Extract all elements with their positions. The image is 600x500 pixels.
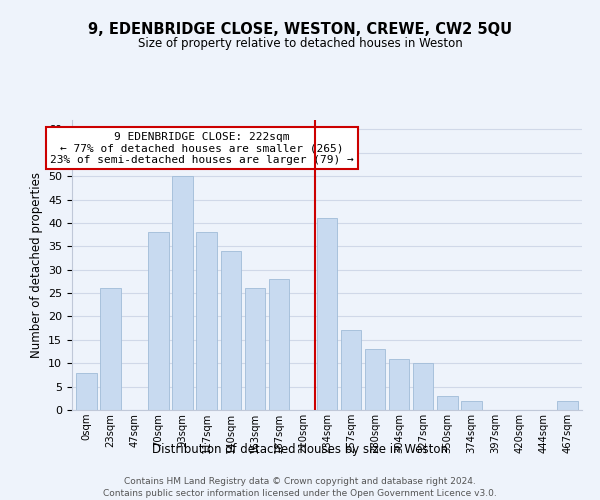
Bar xyxy=(100,288,121,410)
Bar xyxy=(148,232,169,410)
Bar xyxy=(389,358,409,410)
Bar xyxy=(317,218,337,410)
Bar xyxy=(76,372,97,410)
Text: Size of property relative to detached houses in Weston: Size of property relative to detached ho… xyxy=(137,38,463,51)
Text: Contains HM Land Registry data © Crown copyright and database right 2024.: Contains HM Land Registry data © Crown c… xyxy=(124,478,476,486)
Bar xyxy=(172,176,193,410)
Bar xyxy=(461,400,482,410)
Bar xyxy=(557,400,578,410)
Bar xyxy=(413,363,433,410)
Text: Contains public sector information licensed under the Open Government Licence v3: Contains public sector information licen… xyxy=(103,489,497,498)
Text: Distribution of detached houses by size in Weston: Distribution of detached houses by size … xyxy=(152,442,448,456)
Bar xyxy=(196,232,217,410)
Bar xyxy=(437,396,458,410)
Y-axis label: Number of detached properties: Number of detached properties xyxy=(29,172,43,358)
Text: 9 EDENBRIDGE CLOSE: 222sqm
← 77% of detached houses are smaller (265)
23% of sem: 9 EDENBRIDGE CLOSE: 222sqm ← 77% of deta… xyxy=(50,132,354,165)
Text: 9, EDENBRIDGE CLOSE, WESTON, CREWE, CW2 5QU: 9, EDENBRIDGE CLOSE, WESTON, CREWE, CW2 … xyxy=(88,22,512,38)
Bar xyxy=(245,288,265,410)
Bar xyxy=(269,279,289,410)
Bar xyxy=(221,251,241,410)
Bar xyxy=(341,330,361,410)
Bar xyxy=(365,349,385,410)
